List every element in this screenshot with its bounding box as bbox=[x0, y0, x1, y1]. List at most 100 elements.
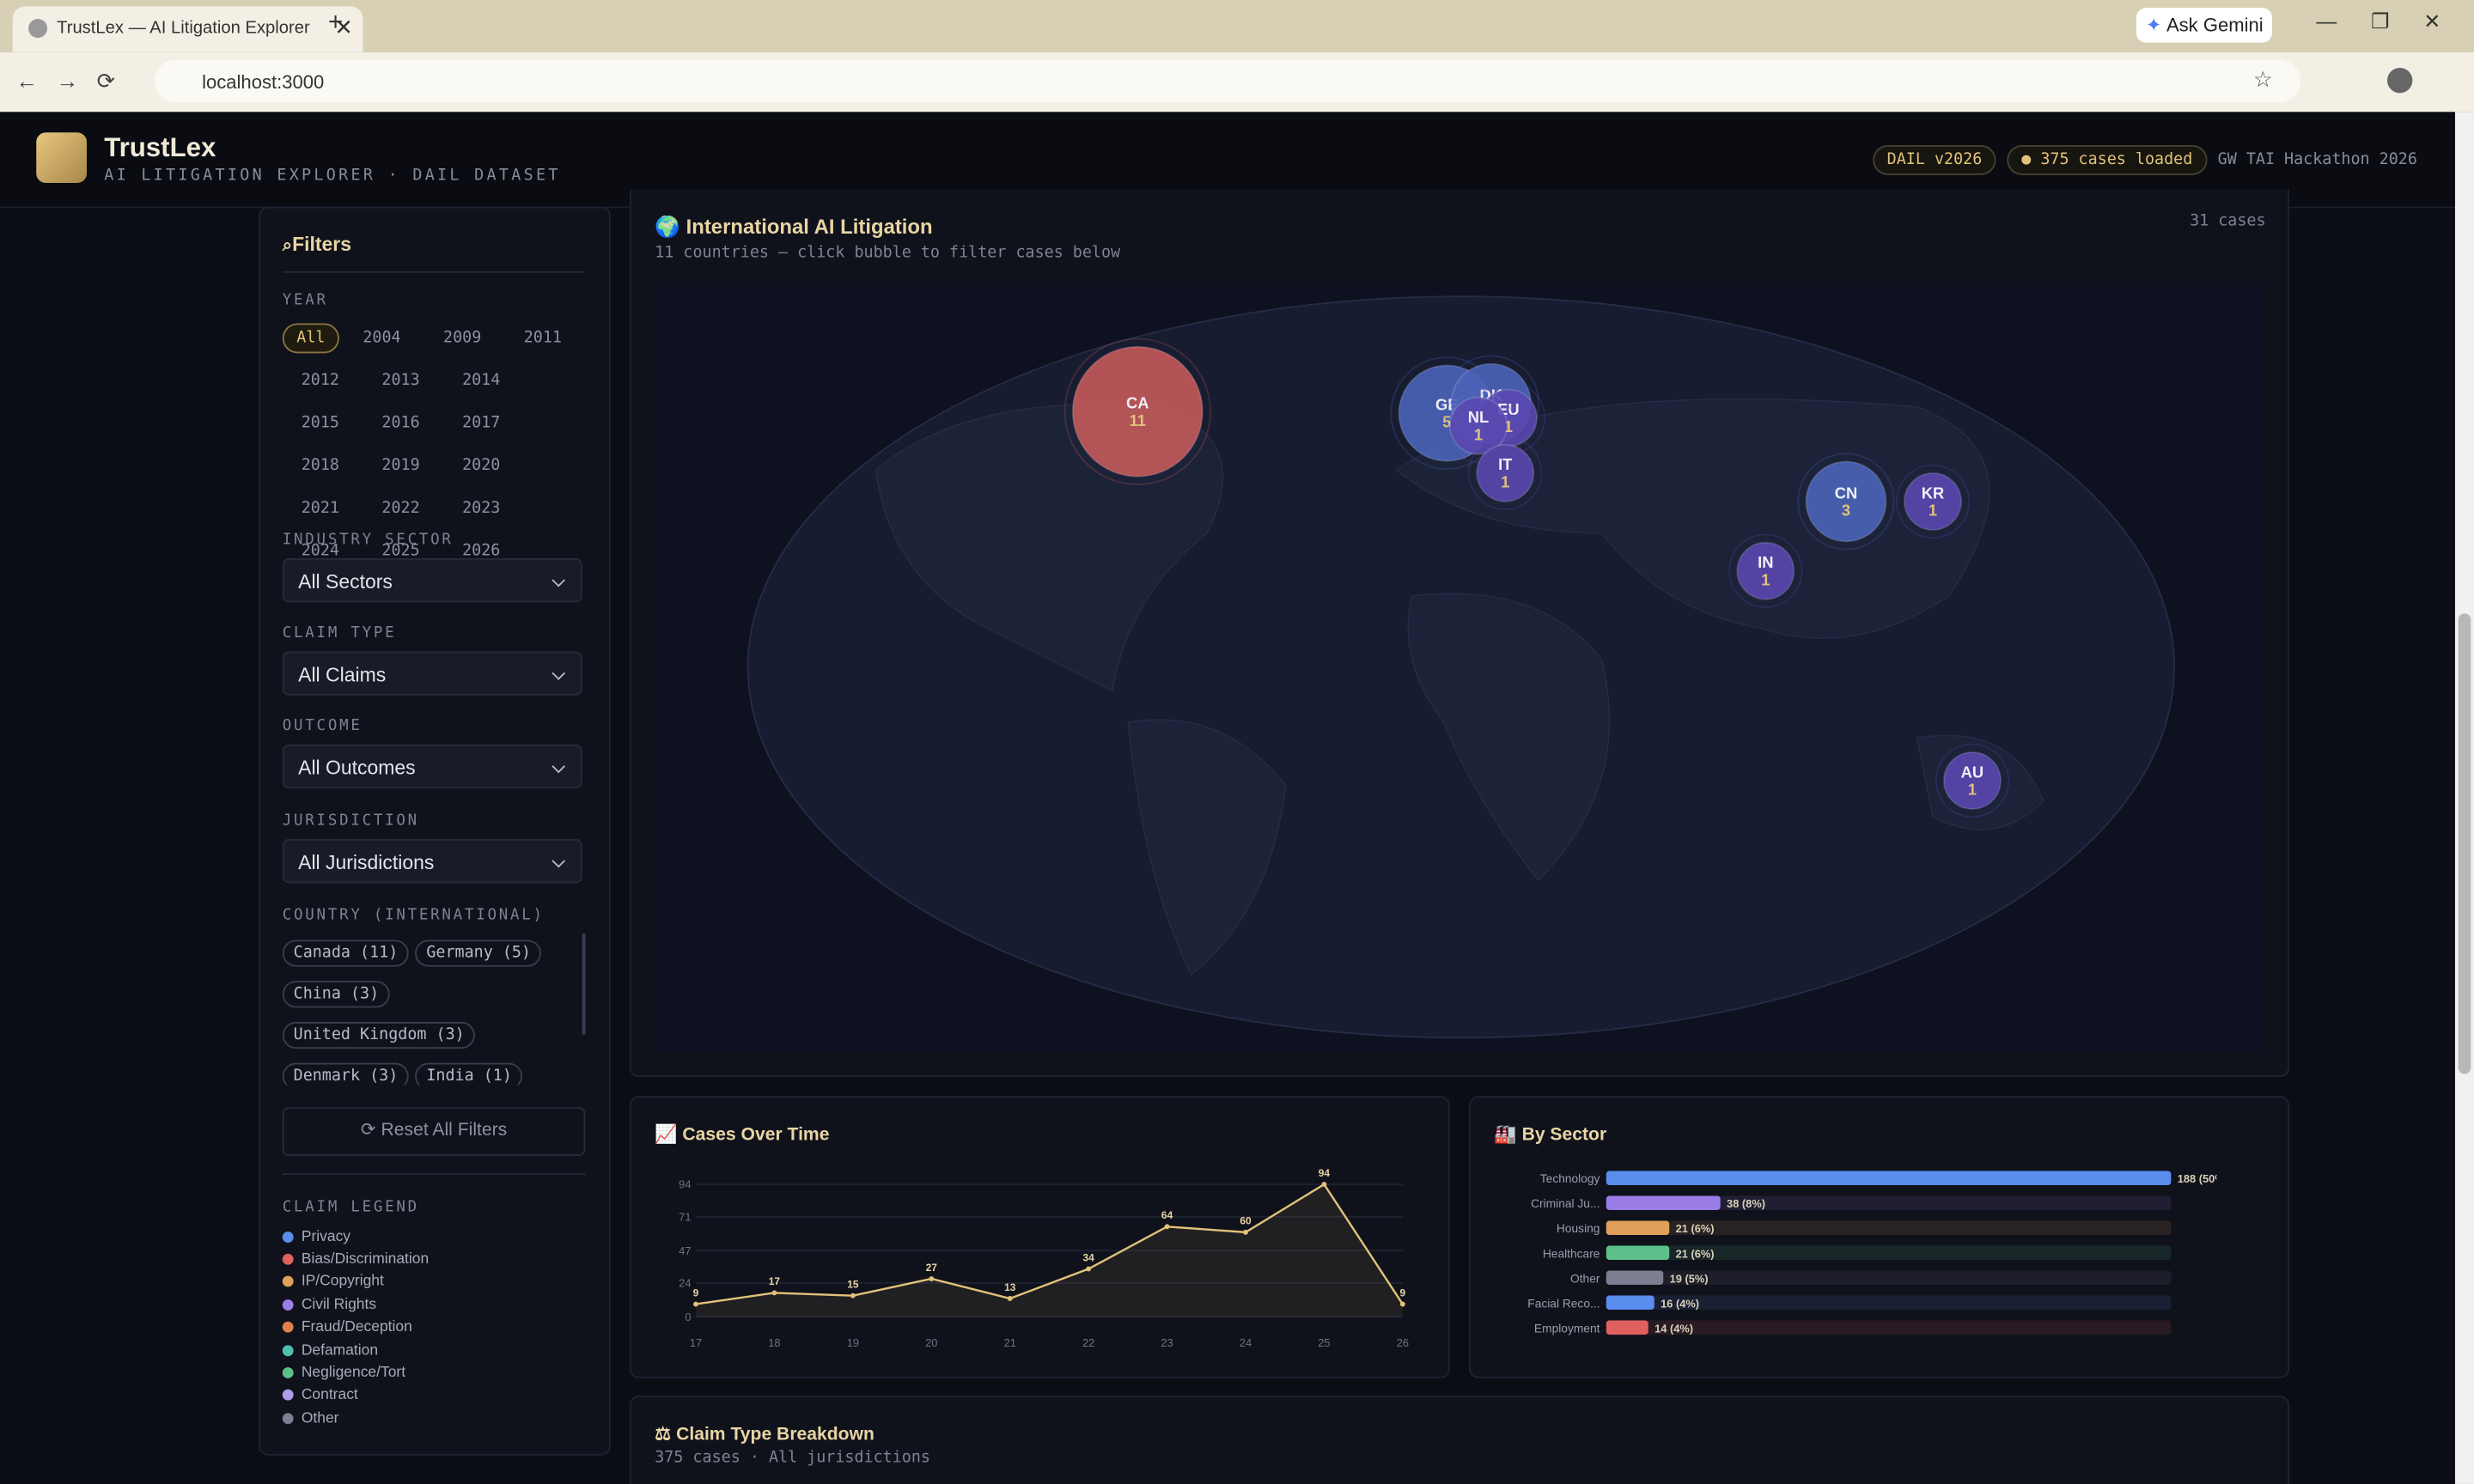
country-bubble[interactable]: AU1 bbox=[1935, 743, 2010, 818]
year-chip[interactable]: 2017 bbox=[462, 414, 501, 433]
country-bubble[interactable]: CN3 bbox=[1797, 453, 1895, 550]
country-bubble[interactable]: NL1 bbox=[1441, 388, 1516, 463]
line-point bbox=[929, 1276, 935, 1281]
tab[interactable]: TrustLex — AI Litigation Explorer ✕ bbox=[12, 6, 363, 52]
sector-select[interactable]: All Sectors bbox=[282, 558, 582, 603]
country-chip[interactable]: China (3) bbox=[282, 981, 391, 1008]
bubble bbox=[1942, 751, 2002, 810]
year-chip[interactable]: 2019 bbox=[381, 457, 420, 475]
data-label: 14 (4%) bbox=[1654, 1322, 1693, 1335]
bar-label: Housing bbox=[1557, 1222, 1600, 1235]
line-point bbox=[1086, 1266, 1092, 1272]
jurisdiction-label: JURISDICTION bbox=[282, 812, 419, 830]
bar-track bbox=[1606, 1295, 2172, 1311]
line-series bbox=[695, 1183, 1404, 1305]
year-chip[interactable]: 2016 bbox=[381, 414, 420, 433]
x-tick-label: 17 bbox=[690, 1336, 702, 1349]
country-chip[interactable]: United Kingdom (3) bbox=[282, 1021, 476, 1049]
year-chip[interactable]: 2021 bbox=[301, 500, 339, 518]
bar-track bbox=[1606, 1220, 2172, 1236]
outcome-select[interactable]: All Outcomes bbox=[282, 744, 582, 789]
line-point bbox=[850, 1292, 856, 1298]
year-chip[interactable]: 2026 bbox=[462, 542, 501, 560]
claim-select[interactable]: All Claims bbox=[282, 651, 582, 696]
data-label: 21 (6%) bbox=[1676, 1222, 1715, 1235]
data-label: 27 bbox=[926, 1262, 938, 1274]
bubble-halo bbox=[1063, 338, 1212, 485]
bubble-code: IN bbox=[1758, 553, 1773, 571]
bubble-code: KR bbox=[1922, 484, 1945, 502]
y-tick-label: 0 bbox=[685, 1311, 691, 1323]
legend-swatch bbox=[282, 1412, 294, 1424]
legend-swatch bbox=[282, 1367, 294, 1378]
line-point bbox=[1321, 1182, 1327, 1188]
year-chip[interactable]: 2020 bbox=[462, 457, 501, 475]
year-chip[interactable]: 2009 bbox=[443, 329, 482, 347]
bar-label: Technology bbox=[1540, 1172, 1600, 1185]
address-row: ← → ⟳ localhost:3000 ☆ bbox=[0, 52, 2474, 113]
bubble-code: IT bbox=[1498, 455, 1513, 473]
country-label: COUNTRY (INTERNATIONAL) bbox=[282, 906, 545, 925]
year-chip[interactable]: 2004 bbox=[363, 329, 401, 347]
bar bbox=[1606, 1220, 1670, 1236]
legend-swatch bbox=[282, 1276, 294, 1288]
year-chip[interactable]: 2012 bbox=[301, 372, 339, 390]
address-bar[interactable]: localhost:3000 ☆ bbox=[155, 59, 2300, 103]
app-title: TrustLex bbox=[104, 132, 216, 163]
claim-label: CLAIM TYPE bbox=[282, 624, 397, 642]
bubble-halo bbox=[1728, 533, 1803, 608]
bar bbox=[1606, 1171, 2172, 1185]
year-chip[interactable]: 2023 bbox=[462, 500, 501, 518]
legend-swatch bbox=[282, 1231, 294, 1243]
bar bbox=[1606, 1245, 1670, 1261]
bar bbox=[1606, 1195, 1721, 1211]
bar bbox=[1606, 1295, 1654, 1311]
x-tick-label: 18 bbox=[768, 1336, 780, 1349]
bubble-count: 1 bbox=[1501, 472, 1509, 490]
legend-swatch bbox=[282, 1390, 294, 1402]
bubble-code: NL bbox=[1468, 408, 1489, 426]
year-chip[interactable]: 2014 bbox=[462, 372, 501, 390]
world-map: CA11GE5DK3EU1NL1IT1CN3KR1IN1AU1 bbox=[655, 280, 2266, 1052]
legend-label: IP/Copyright bbox=[301, 1273, 384, 1291]
data-label: 21 (6%) bbox=[1676, 1247, 1715, 1260]
line-chart: 0 24 47 71 94 17 18 19 20 21 22 23 24 25 26 9 17 15 27 13 34… bbox=[679, 1167, 1409, 1349]
tab-title: TrustLex — AI Litigation Explorer bbox=[57, 19, 310, 39]
bubble-halo bbox=[1935, 743, 2010, 818]
data-label: 94 bbox=[1319, 1167, 1331, 1179]
country-chip[interactable]: Germany (5) bbox=[415, 940, 542, 967]
gemini-button[interactable]: ✦ Ask Gemini bbox=[2136, 8, 2272, 43]
year-chip[interactable]: 2022 bbox=[381, 500, 420, 518]
country-bubble[interactable]: IN1 bbox=[1728, 533, 1803, 608]
country-chip[interactable]: Denmark (3) bbox=[282, 1062, 410, 1086]
year-chip[interactable]: 2011 bbox=[523, 329, 562, 347]
country-chip[interactable]: India (1) bbox=[415, 1062, 523, 1086]
country-chip[interactable]: Canada (11) bbox=[282, 940, 410, 967]
year-chip[interactable]: All bbox=[282, 323, 339, 354]
reset-button[interactable]: ⟳ Reset All Filters bbox=[282, 1107, 586, 1157]
data-label: 64 bbox=[1161, 1209, 1173, 1221]
claim-subtitle: 375 cases · All jurisdictions bbox=[655, 1449, 930, 1467]
legend-label: Privacy bbox=[301, 1227, 351, 1246]
year-chip[interactable]: 2018 bbox=[301, 457, 339, 475]
legend-label: Negligence/Tort bbox=[301, 1364, 406, 1382]
year-chip[interactable]: 2024 bbox=[301, 542, 339, 560]
country-bubble[interactable]: KR1 bbox=[1895, 464, 1971, 539]
data-label: 15 bbox=[847, 1279, 859, 1291]
bar-label: Healthcare bbox=[1543, 1247, 1600, 1260]
data-label: 60 bbox=[1240, 1215, 1252, 1227]
legend-item: Fraud/Deception bbox=[282, 1317, 429, 1339]
bar-title: 🏭 By Sector bbox=[1494, 1126, 1607, 1146]
scrollbar[interactable] bbox=[2454, 112, 2474, 1484]
bubble bbox=[1805, 460, 1887, 543]
data-label: 9 bbox=[1400, 1286, 1406, 1298]
year-chip[interactable]: 2015 bbox=[301, 414, 339, 433]
data-label: 17 bbox=[769, 1275, 781, 1287]
country-bubble[interactable]: IT1 bbox=[1468, 435, 1543, 511]
jurisdiction-select[interactable]: All Jurisdictions bbox=[282, 838, 582, 884]
data-label: 188 (50%) bbox=[2178, 1172, 2217, 1185]
year-chip[interactable]: 2013 bbox=[381, 372, 420, 390]
year-chip[interactable]: 2025 bbox=[381, 542, 420, 560]
filters-title: ⌕Filters bbox=[282, 233, 352, 256]
